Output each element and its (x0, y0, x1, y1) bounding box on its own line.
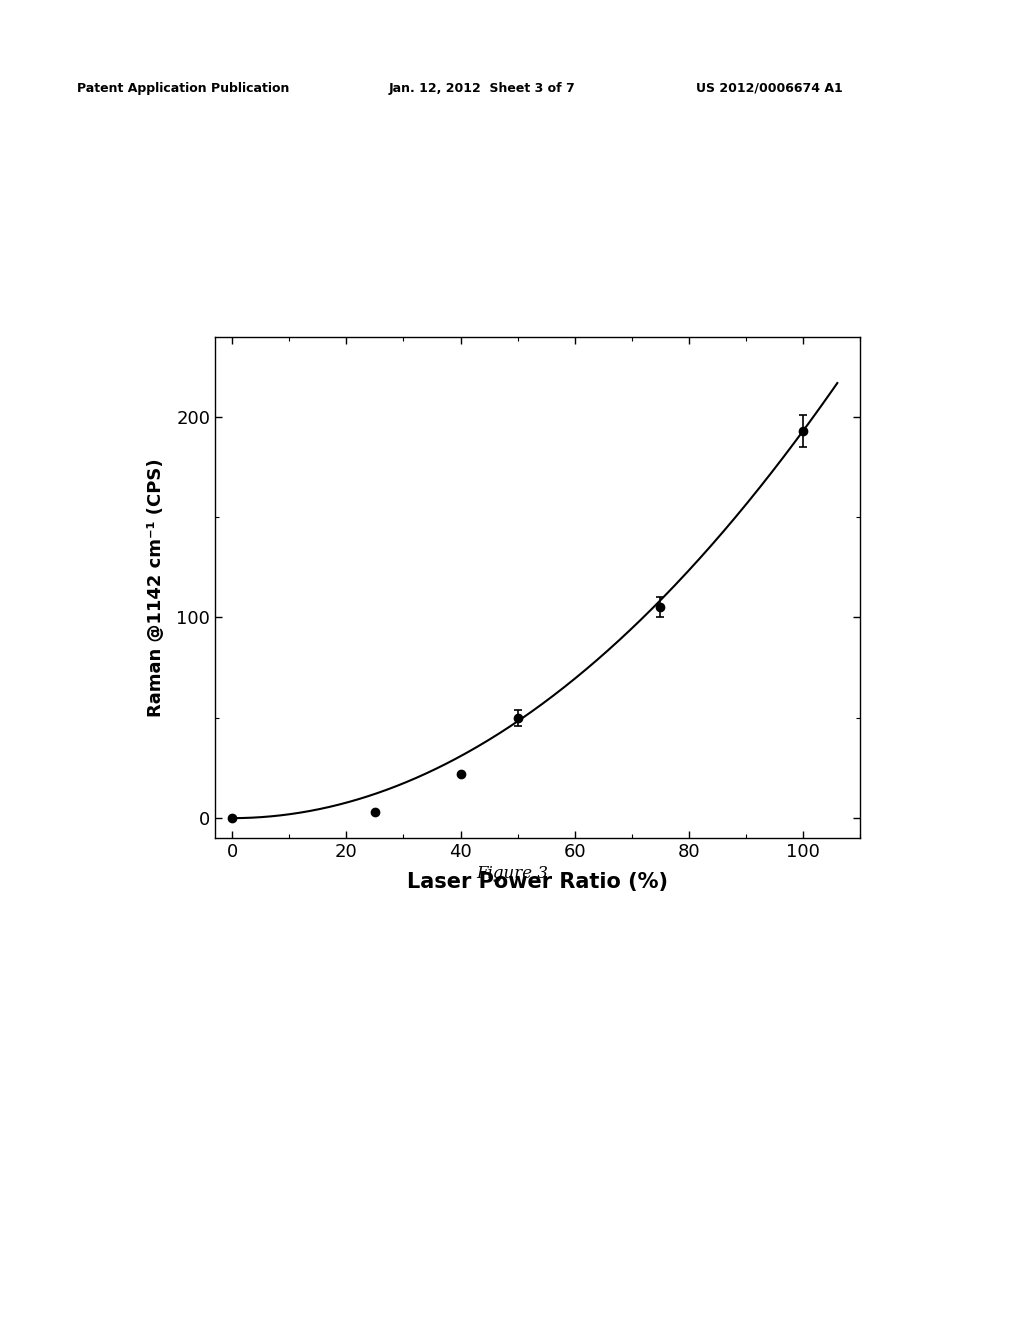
Text: US 2012/0006674 A1: US 2012/0006674 A1 (696, 82, 843, 95)
Text: Jan. 12, 2012  Sheet 3 of 7: Jan. 12, 2012 Sheet 3 of 7 (389, 82, 575, 95)
Y-axis label: Raman @1142 cm⁻¹ (CPS): Raman @1142 cm⁻¹ (CPS) (147, 458, 165, 717)
X-axis label: Laser Power Ratio (%): Laser Power Ratio (%) (408, 873, 668, 892)
Text: Figure 3: Figure 3 (476, 865, 548, 882)
Text: Patent Application Publication: Patent Application Publication (77, 82, 289, 95)
